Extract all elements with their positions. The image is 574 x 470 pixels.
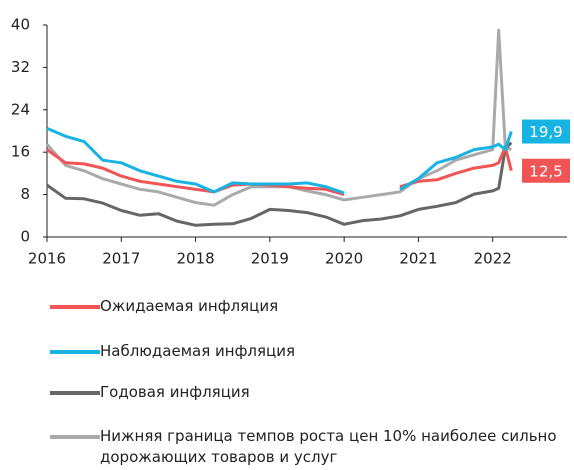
chart: 0 8 16 24 32 40 2016 2017 2018 2019 2020 2021 2022 12… [11, 16, 570, 268]
x-tick-label: 2018 [176, 250, 214, 268]
x-tick-label: 2019 [251, 250, 289, 268]
x-tick-label: 2020 [325, 250, 363, 268]
y-tick-label: 8 [20, 185, 30, 203]
series-line [46, 127, 513, 195]
x-tick-label: 2016 [28, 250, 66, 268]
legend-swatch [50, 305, 100, 309]
series-line [46, 145, 513, 197]
legend-swatch [50, 435, 100, 439]
y-tick-label: 24 [11, 100, 30, 118]
legend-label: Ожидаемая инфляция [100, 297, 279, 315]
x-tick-label: 2017 [102, 250, 140, 268]
y-tick-label: 16 [11, 143, 30, 161]
legend-swatch [50, 391, 100, 395]
legend-item: Ожидаемая инфляция [50, 296, 570, 317]
legend-label: Годовая инфляция [100, 383, 250, 401]
series-line [46, 141, 513, 227]
legend-item: Наблюдаемая инфляция [50, 341, 570, 362]
x-tick-label: 2022 [474, 250, 512, 268]
legend-swatch [50, 350, 100, 354]
value-label: 19,9 [529, 123, 562, 141]
legend-label: Наблюдаемая инфляция [100, 342, 295, 360]
y-tick-label: 32 [11, 58, 30, 76]
value-label-box [522, 119, 570, 144]
x-tick-label: 2021 [399, 250, 437, 268]
y-tick-label: 0 [20, 228, 30, 246]
value-label: 12,5 [529, 162, 562, 180]
y-tick-label: 40 [11, 16, 30, 34]
value-label-box [522, 158, 570, 183]
legend-item: Нижняя граница темпов роста цен 10% наиб… [50, 426, 570, 468]
legend-label: Нижняя граница темпов роста цен 10% наиб… [100, 427, 557, 466]
legend-item: Годовая инфляция [50, 382, 570, 403]
